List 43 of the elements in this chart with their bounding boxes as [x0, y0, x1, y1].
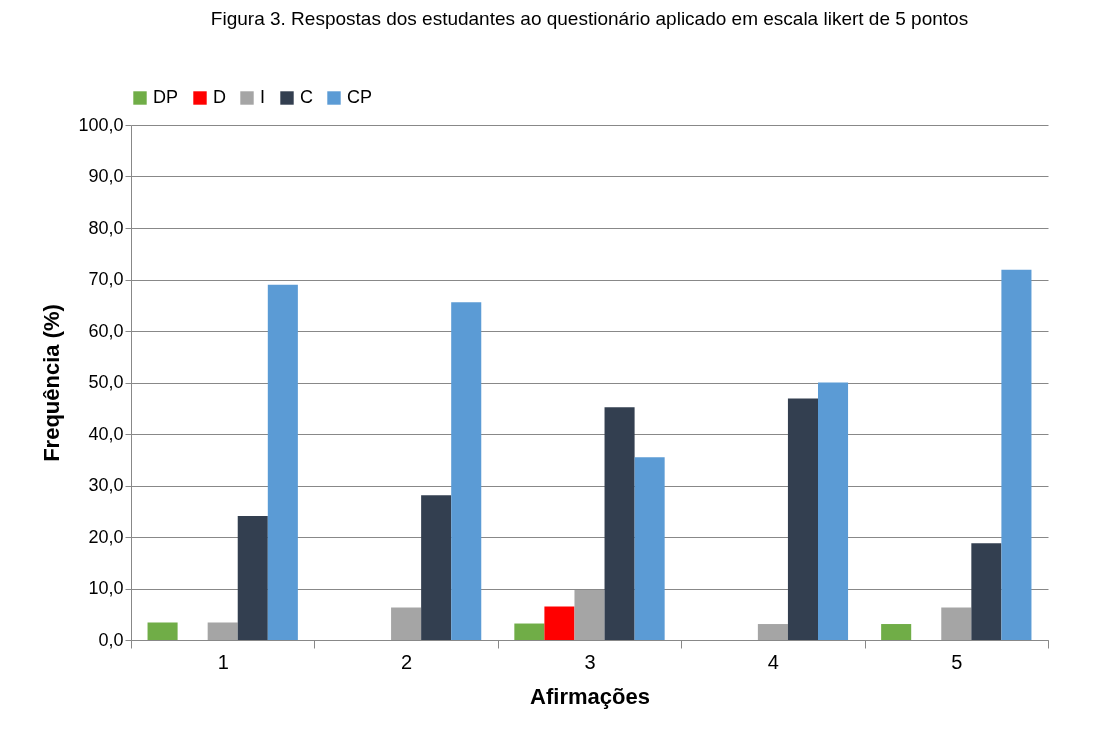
bar [147, 622, 178, 640]
y-tick-label: 70,0 [88, 269, 124, 289]
x-axis-title: Afirmações [530, 683, 650, 709]
bar [514, 623, 545, 640]
y-tick-label: 0,0 [98, 629, 124, 650]
x-tick-label: 2 [401, 650, 413, 673]
x-tick-label: 3 [584, 650, 596, 673]
x-tick-label: 5 [951, 650, 963, 673]
y-tick-label: 40,0 [88, 423, 124, 444]
y-tick-label: 80,0 [88, 217, 124, 238]
bar [787, 398, 818, 640]
bar [1001, 269, 1032, 640]
bar [267, 284, 298, 640]
bar [207, 622, 238, 640]
bar [757, 624, 788, 640]
legend-label: C [300, 87, 313, 107]
legend-label: I [260, 87, 266, 107]
bar [574, 590, 605, 640]
chart-title: Figura 3. Respostas dos estudantes ao questionário aplicado em escala likert de 5 pontos [210, 8, 969, 29]
bar [421, 495, 452, 640]
bar [544, 606, 575, 640]
y-tick-label: 100,0 [78, 114, 124, 135]
y-tick-label: 30,0 [88, 475, 124, 495]
bar [971, 543, 1002, 640]
legend-label: D [213, 87, 226, 107]
y-tick-label: 10,0 [88, 578, 124, 598]
y-tick-label: 50,0 [88, 372, 124, 392]
bar [237, 515, 268, 640]
y-tick-label: 20,0 [88, 526, 124, 547]
x-tick-label: 4 [767, 650, 779, 673]
legend-label: DP [153, 87, 179, 107]
y-tick-label: 60,0 [88, 320, 124, 341]
bar [391, 607, 422, 640]
bar [881, 624, 912, 640]
bar [634, 457, 665, 640]
y-axis-title: Frequência (%) [39, 304, 65, 462]
bar [451, 302, 482, 640]
legend-label: CP [347, 87, 373, 107]
x-tick-label: 1 [217, 650, 229, 673]
bar [604, 407, 635, 640]
bar [941, 607, 972, 640]
y-tick-label: 90,0 [88, 166, 124, 186]
bar [818, 382, 849, 640]
